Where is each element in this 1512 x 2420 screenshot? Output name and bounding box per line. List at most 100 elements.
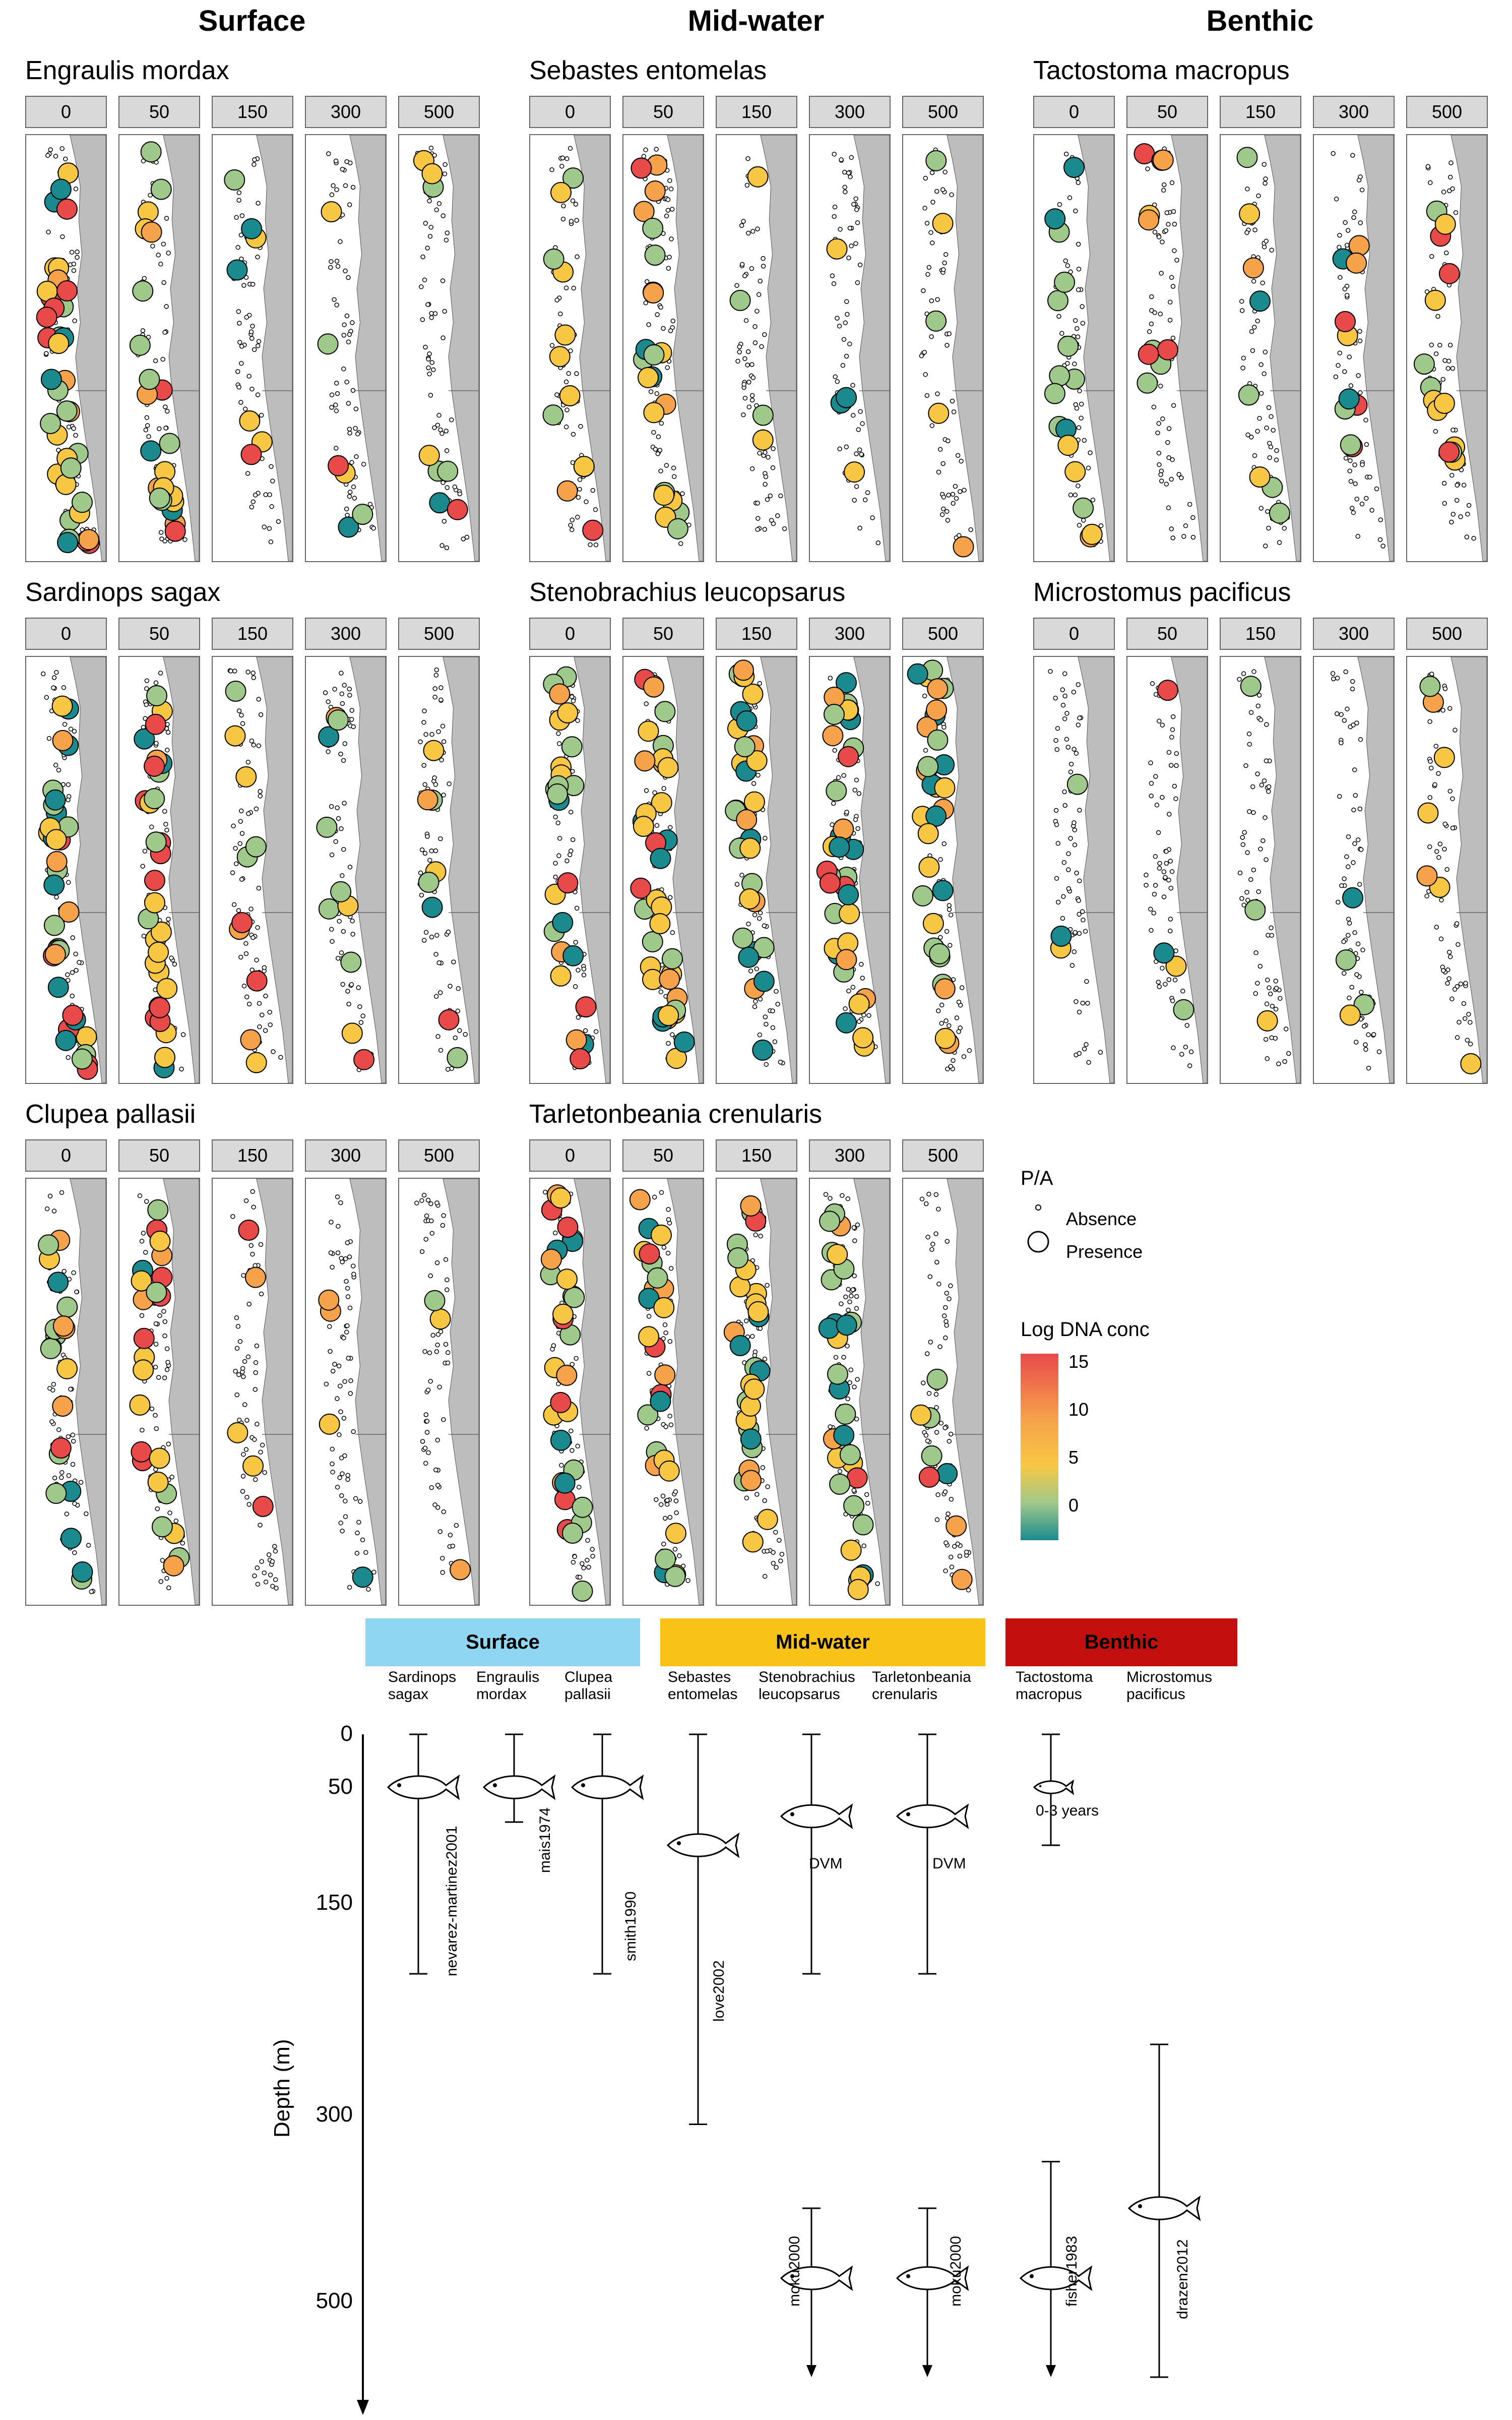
absence-point [1149,928,1154,933]
absence-point [73,186,79,192]
absence-point [855,280,860,285]
absence-point [173,1519,179,1524]
absence-point [164,1367,170,1372]
absence-point [1352,462,1357,467]
species-label-word: Stenobrachius [759,1669,855,1685]
species-label-word: Sardinops [388,1669,457,1685]
absence-point [1255,703,1261,709]
absence-point [250,671,256,676]
absence-point [452,484,457,490]
absence-point [652,1194,657,1200]
species-label-word: sagax [388,1686,429,1703]
absence-point [234,1315,239,1320]
absence-point [424,1419,430,1424]
colorbar [1021,1354,1058,1540]
absence-point [1062,671,1067,676]
absence-point [1168,928,1173,934]
facet-strip-label: 300 [305,96,387,128]
absence-point [849,1293,854,1299]
presence-point [1137,372,1158,394]
fish-eye-icon [397,1783,401,1787]
absence-point [75,249,80,255]
absence-point [737,349,742,354]
presence-point [56,280,78,301]
absence-point [838,227,843,232]
absence-point [350,388,356,393]
presence-point [150,178,172,200]
species-label-word: Tarletonbeania [872,1669,971,1685]
absence-point [670,1032,675,1037]
absence-point [762,923,767,928]
absence-point [588,542,593,548]
absence-point [1267,455,1273,460]
absence-point [947,1023,952,1028]
species-label-word: pacificus [1126,1686,1185,1703]
facet-panel: 50 [1126,618,1208,1084]
absence-point [956,999,962,1005]
absence-point [160,1558,165,1563]
presence-point [739,837,761,859]
presence-point [1346,252,1367,274]
absence-point [755,516,761,521]
absence-point [1274,457,1279,463]
absence-point [350,185,356,190]
facet-strip-label: 50 [1126,96,1208,128]
presence-point [570,1048,591,1069]
absence-point [1066,886,1072,891]
absence-point [581,973,587,978]
absence-point [236,198,241,203]
absence-point [330,1461,335,1467]
absence-point [258,789,263,794]
absence-point [1158,472,1163,477]
absence-point [335,1485,340,1490]
presence-point [1242,257,1264,279]
presence-point [52,1315,74,1337]
absence-point [1063,258,1068,264]
absence-point [852,1238,857,1243]
absence-point [943,1540,949,1545]
absence-point [749,1334,755,1339]
absence-point [338,1409,343,1414]
absence-point [1333,374,1339,380]
facet-strip-label: 300 [1313,618,1395,650]
presence-point [1138,343,1159,365]
map-box [529,656,611,1084]
presence-point [658,1460,680,1482]
absence-point [443,1257,449,1262]
presence-point [822,725,844,747]
absence-point [1345,706,1350,712]
facet-strip-label: 500 [398,618,480,650]
absence-point [664,213,669,219]
absence-point [347,1305,353,1310]
absence-point [339,671,344,676]
absence-point [568,809,574,815]
absence-point [1072,361,1077,367]
absence-point [1341,939,1346,944]
absence-point [153,1413,158,1418]
absence-point [1342,971,1347,976]
presence-point [664,1565,686,1587]
absence-point [571,285,576,291]
facet-panel: 150 [1220,618,1301,1084]
absence-point [323,690,328,695]
absence-point [1247,809,1252,814]
absence-point [1168,859,1173,864]
absence-point [62,721,68,727]
absence-point [1239,308,1245,313]
absence-point [1352,841,1357,846]
absence-point [651,430,656,435]
absence-point [937,1344,942,1349]
absence-point [927,1274,933,1280]
absence-point [761,264,766,269]
absence-point [1160,239,1165,245]
absence-point [146,434,151,439]
absence-point [1145,166,1150,171]
absence-point [922,206,927,211]
absence-point [575,254,580,260]
absence-point [770,465,776,470]
presence-point [552,1303,574,1325]
absence-point [1256,193,1261,199]
absence-point [1166,222,1171,227]
absence-point [771,1550,776,1555]
absence-point [156,1375,161,1380]
